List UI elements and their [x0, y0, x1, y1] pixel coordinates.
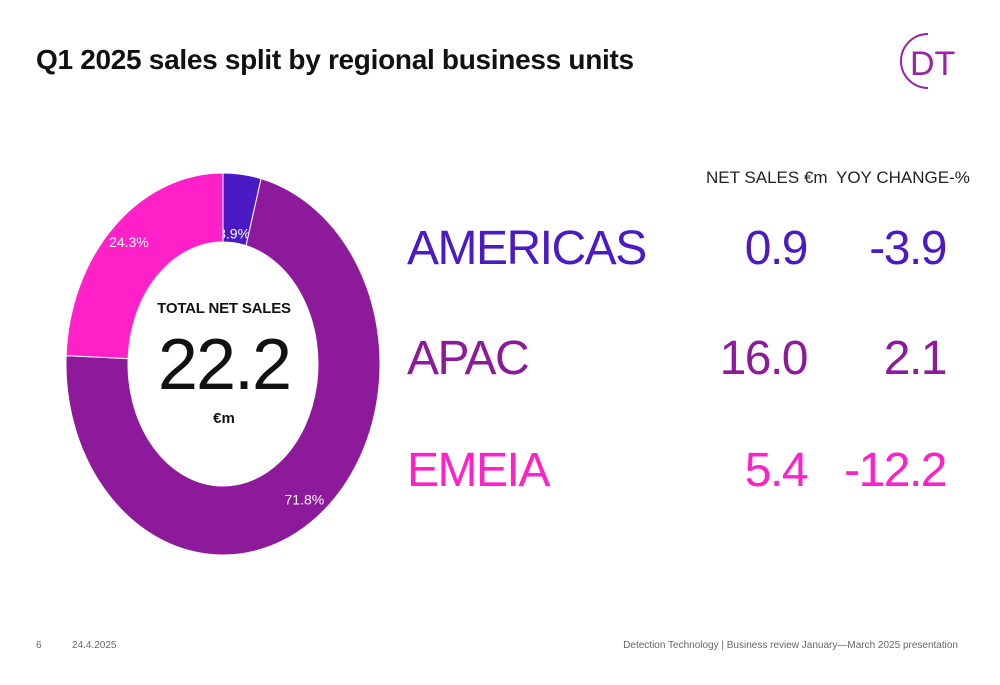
- region-americas: AMERICAS: [407, 222, 647, 275]
- donut-label-americas: 3.9%: [218, 226, 250, 242]
- yoy-apac: 2.1: [883, 332, 948, 385]
- donut-slice-emeia: [65, 172, 224, 360]
- footer-date: 24.4.2025: [72, 640, 117, 651]
- donut-chart: 3.9% 71.8% 24.3%: [65, 172, 381, 556]
- total-net-sales-unit: €m: [213, 410, 235, 427]
- page-number: 6: [36, 640, 42, 651]
- dt-logo: DT: [900, 33, 955, 89]
- net-sales-apac: 16.0: [719, 332, 809, 385]
- net-sales-header: NET SALES €m: [706, 168, 828, 187]
- yoy-change-header: YOY CHANGE-%: [836, 168, 970, 187]
- donut-slice-apac: [65, 178, 381, 556]
- donut-label-emeia: 24.3%: [109, 234, 149, 250]
- donut-label-apac: 71.8%: [285, 491, 325, 507]
- net-sales-emeia: 5.4: [744, 444, 809, 497]
- total-net-sales-value: 22.2: [157, 325, 292, 405]
- page-title: Q1 2025 sales split by regional business…: [36, 44, 634, 75]
- region-apac: APAC: [407, 332, 530, 385]
- total-net-sales-label: TOTAL NET SALES: [157, 300, 291, 317]
- logo-text: DT: [910, 45, 955, 83]
- region-emeia: EMEIA: [407, 444, 550, 497]
- footer-source: Detection Technology | Business review J…: [623, 640, 958, 651]
- yoy-emeia: -12.2: [844, 444, 947, 497]
- net-sales-americas: 0.9: [744, 222, 809, 275]
- yoy-americas: -3.9: [869, 222, 947, 275]
